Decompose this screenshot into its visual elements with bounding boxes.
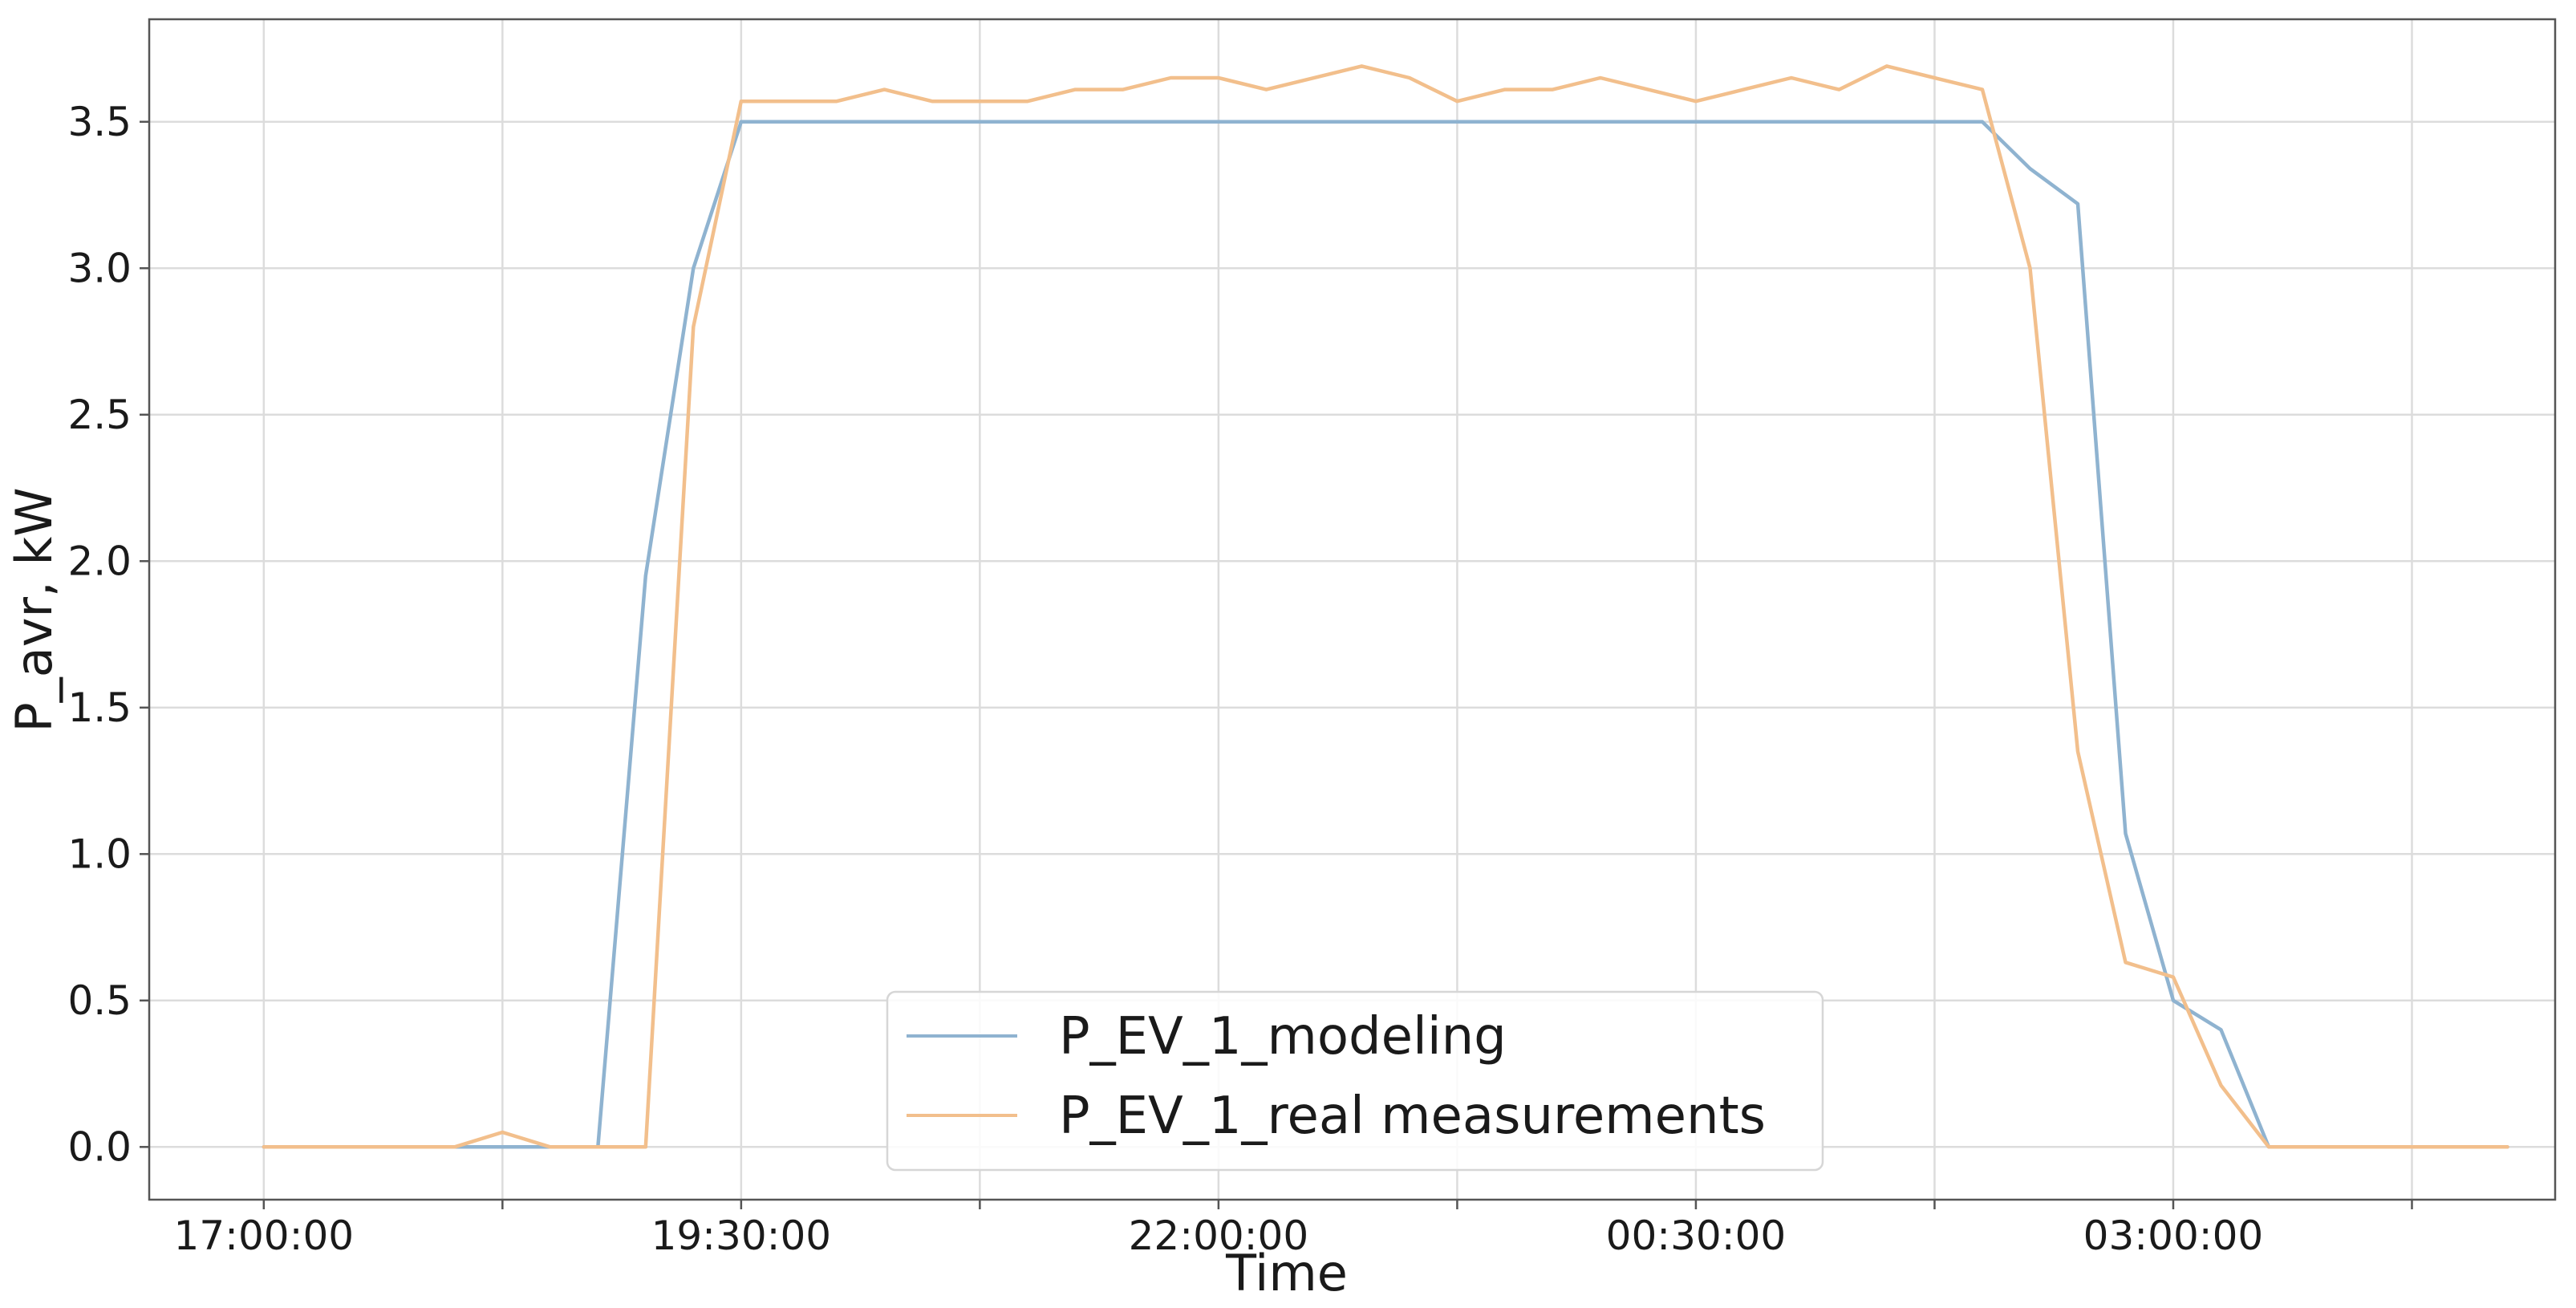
y-axis-ticks: 0.0 0.5 1.0 1.5 2.0 2.5 3.0 3.5 <box>67 99 149 1170</box>
x-tick-label: 03:00:00 <box>2083 1213 2264 1259</box>
y-tick-label: 0.0 <box>67 1123 132 1170</box>
y-tick-label: 3.5 <box>67 99 132 145</box>
y-tick-label: 3.0 <box>67 245 132 291</box>
x-tick-label: 00:30:00 <box>1606 1213 1787 1259</box>
plot-frame <box>148 18 2557 1201</box>
y-tick-label: 1.0 <box>67 831 132 877</box>
y-tick-label: 0.5 <box>67 977 132 1024</box>
y-tick-label: 1.5 <box>67 684 132 731</box>
series-line-modeling <box>262 120 2509 1149</box>
x-tick-label: 22:00:00 <box>1129 1213 1309 1259</box>
legend-label-modeling: P_EV_1_modeling <box>1059 1007 1507 1066</box>
x-axis-label: Time <box>1225 1244 1348 1302</box>
x-tick-label: 19:30:00 <box>651 1213 832 1259</box>
y-tick-label: 2.0 <box>67 538 132 584</box>
series-lines <box>262 64 2509 1149</box>
y-axis-label: P_avr, kW <box>5 487 63 732</box>
legend-label-real-measurements: P_EV_1_real measurements <box>1059 1087 1766 1146</box>
x-axis-ticks: 17:00:00 19:30:00 22:00:00 00:30:00 03:00:00 <box>174 1200 2413 1259</box>
legend: P_EV_1_modeling P_EV_1_real measurements <box>886 990 1824 1172</box>
legend-box <box>886 990 1824 1172</box>
x-tick-label: 17:00:00 <box>174 1213 355 1259</box>
series-line-real-measurements <box>262 64 2509 1149</box>
y-tick-label: 2.5 <box>67 392 132 438</box>
